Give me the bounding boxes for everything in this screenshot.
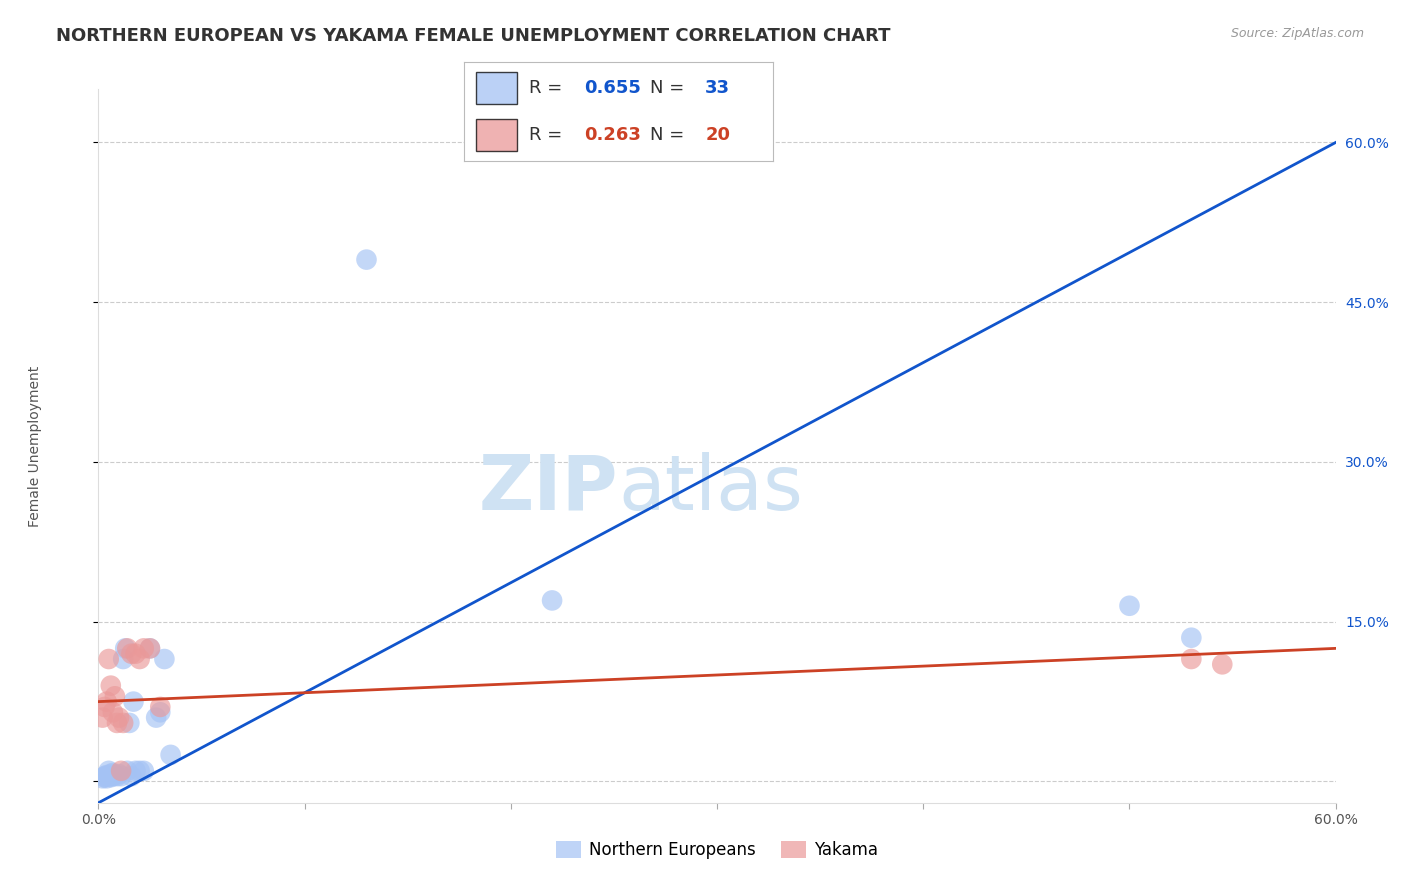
Point (1180, 652, 1202, 666)
Point (101, 766, 124, 780)
Point (1211, 657, 1233, 672)
Point (100, 679, 122, 693)
Point (122, 695, 145, 709)
Point (112, 715, 135, 730)
Point (93, 770, 115, 784)
Point (96, 772, 118, 786)
Point (153, 652, 176, 666)
Point (145, 710, 167, 724)
Point (132, 764, 155, 778)
Point (356, 252, 378, 267)
Point (93, 769, 115, 783)
Text: atlas: atlas (619, 452, 803, 525)
Point (110, 769, 132, 783)
Text: Source: ZipAtlas.com: Source: ZipAtlas.com (1230, 27, 1364, 40)
Point (124, 764, 146, 778)
Point (97, 652, 120, 666)
Point (97, 764, 120, 778)
Point (149, 706, 172, 720)
Point (96, 768, 118, 782)
Point (117, 641, 139, 656)
Point (108, 767, 131, 781)
Point (149, 700, 172, 714)
Point (112, 652, 135, 666)
Point (132, 641, 155, 656)
Point (96, 695, 118, 709)
Point (139, 641, 162, 656)
Point (101, 706, 124, 720)
Point (128, 652, 150, 666)
Point (91, 772, 114, 786)
Text: 0.655: 0.655 (585, 79, 641, 97)
Point (108, 710, 131, 724)
Point (104, 690, 127, 704)
Point (124, 647, 146, 661)
FancyBboxPatch shape (477, 72, 516, 103)
Point (97, 769, 120, 783)
Point (1180, 631, 1202, 645)
Point (541, 593, 564, 607)
Point (120, 769, 142, 783)
Point (100, 770, 122, 784)
Point (105, 769, 128, 783)
Point (114, 641, 136, 656)
Text: 0.263: 0.263 (585, 126, 641, 144)
Point (1118, 599, 1140, 613)
Point (110, 764, 132, 778)
Point (100, 767, 122, 781)
Point (93, 700, 115, 714)
Point (101, 769, 124, 783)
Legend: Northern Europeans, Yakama: Northern Europeans, Yakama (550, 834, 884, 866)
Point (159, 747, 181, 762)
Text: ZIP: ZIP (478, 452, 619, 525)
Point (139, 641, 162, 656)
Text: NORTHERN EUROPEAN VS YAKAMA FEMALE UNEMPLOYMENT CORRELATION CHART: NORTHERN EUROPEAN VS YAKAMA FEMALE UNEMP… (56, 27, 891, 45)
Text: Female Unemployment: Female Unemployment (28, 366, 42, 526)
Point (117, 764, 139, 778)
Text: R =: R = (529, 126, 568, 144)
FancyBboxPatch shape (477, 120, 516, 151)
Text: R =: R = (529, 79, 568, 97)
Point (120, 647, 142, 661)
Point (105, 715, 128, 730)
Point (104, 768, 127, 782)
Text: 33: 33 (706, 79, 730, 97)
Point (91, 710, 114, 724)
Text: N =: N = (650, 126, 689, 144)
Text: N =: N = (650, 79, 689, 97)
Point (128, 764, 150, 778)
Point (118, 715, 141, 730)
Text: 20: 20 (706, 126, 730, 144)
